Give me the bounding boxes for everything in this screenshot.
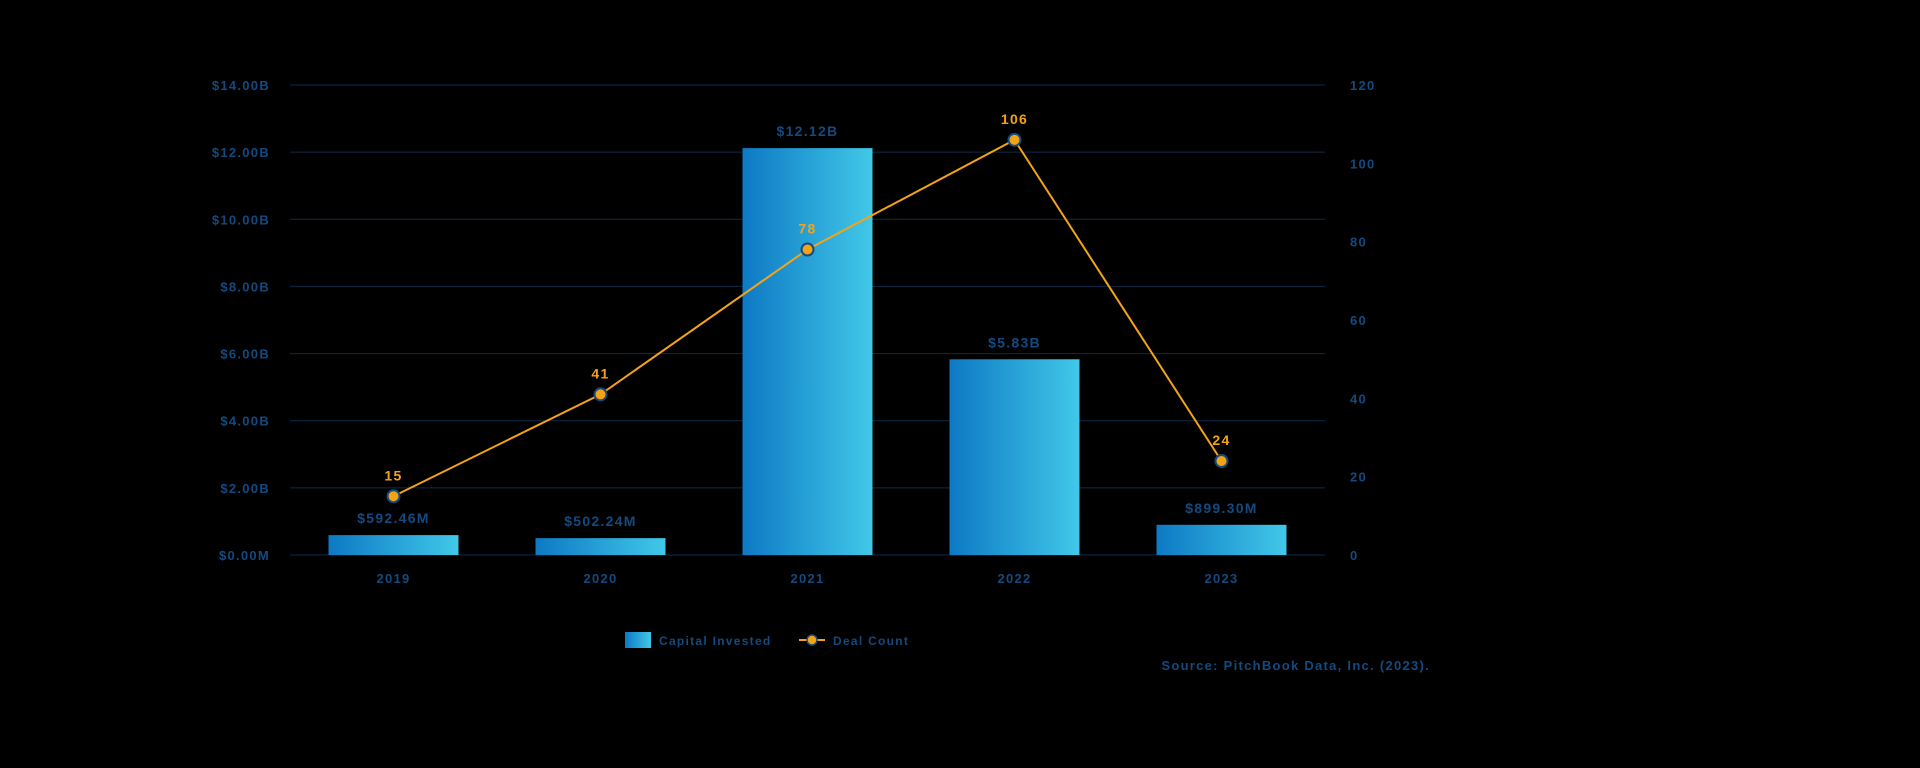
y-left-tick-label: $8.00B xyxy=(220,279,270,294)
y-axis-right: 0 20 40 60 80 100 120 xyxy=(1350,78,1376,563)
legend-label: Deal Count xyxy=(833,634,909,648)
y-left-tick-label: $12.00B xyxy=(212,145,270,160)
bar xyxy=(329,535,459,555)
line-marker xyxy=(1216,455,1228,467)
y-right-tick-label: 100 xyxy=(1350,156,1376,171)
x-tick-label: 2023 xyxy=(1204,571,1238,586)
line-value-label: 78 xyxy=(798,221,816,237)
x-tick-label: 2021 xyxy=(790,571,824,586)
bar-value-label: $592.46M xyxy=(357,510,430,526)
bar-value-label: $5.83B xyxy=(988,334,1041,350)
y-left-tick-label: $6.00B xyxy=(220,347,270,362)
legend-swatch-bar xyxy=(625,632,651,648)
y-left-tick-label: $14.00B xyxy=(212,78,270,93)
source-citation: Source: PitchBook Data, Inc. (2023). xyxy=(1161,658,1430,673)
bar xyxy=(536,538,666,555)
chart-svg: $0.00M $2.00B $4.00B $6.00B $8.00B $10.00B $12… xyxy=(0,0,1920,768)
bar-value-label: $899.30M xyxy=(1185,500,1258,516)
legend-swatch-marker xyxy=(807,635,817,645)
bar-value-label: $12.12B xyxy=(777,123,839,139)
x-tick-label: 2022 xyxy=(997,571,1031,586)
bar xyxy=(743,148,873,555)
line-marker xyxy=(1009,134,1021,146)
y-right-tick-label: 40 xyxy=(1350,391,1367,406)
x-axis: 2019 2020 2021 2022 2023 xyxy=(376,571,1238,586)
x-tick-label: 2019 xyxy=(376,571,410,586)
line-value-label: 41 xyxy=(591,365,609,381)
y-left-tick-label: $10.00B xyxy=(212,212,270,227)
y-right-tick-label: 0 xyxy=(1350,548,1359,563)
x-tick-label: 2020 xyxy=(583,571,617,586)
y-right-tick-label: 120 xyxy=(1350,78,1376,93)
y-right-tick-label: 20 xyxy=(1350,470,1367,485)
y-left-tick-label: $2.00B xyxy=(220,481,270,496)
y-right-tick-label: 60 xyxy=(1350,313,1367,328)
combo-chart: $0.00M $2.00B $4.00B $6.00B $8.00B $10.00B $12… xyxy=(0,0,1920,768)
legend-label: Capital Invested xyxy=(659,634,772,648)
line-value-label: 24 xyxy=(1212,432,1230,448)
y-axis-left: $0.00M $2.00B $4.00B $6.00B $8.00B $10.00B $12… xyxy=(212,78,270,563)
bar-value-label: $502.24M xyxy=(564,513,637,529)
bar xyxy=(950,359,1080,555)
line-value-label: 15 xyxy=(384,467,402,483)
y-right-tick-label: 80 xyxy=(1350,235,1367,250)
line-marker xyxy=(388,490,400,502)
line-marker xyxy=(802,244,814,256)
y-left-tick-label: $4.00B xyxy=(220,414,270,429)
legend: Capital Invested Deal Count xyxy=(625,632,909,648)
y-left-tick-label: $0.00M xyxy=(219,548,270,563)
line-value-label: 106 xyxy=(1001,111,1028,127)
line-marker xyxy=(595,388,607,400)
bar xyxy=(1157,525,1287,555)
